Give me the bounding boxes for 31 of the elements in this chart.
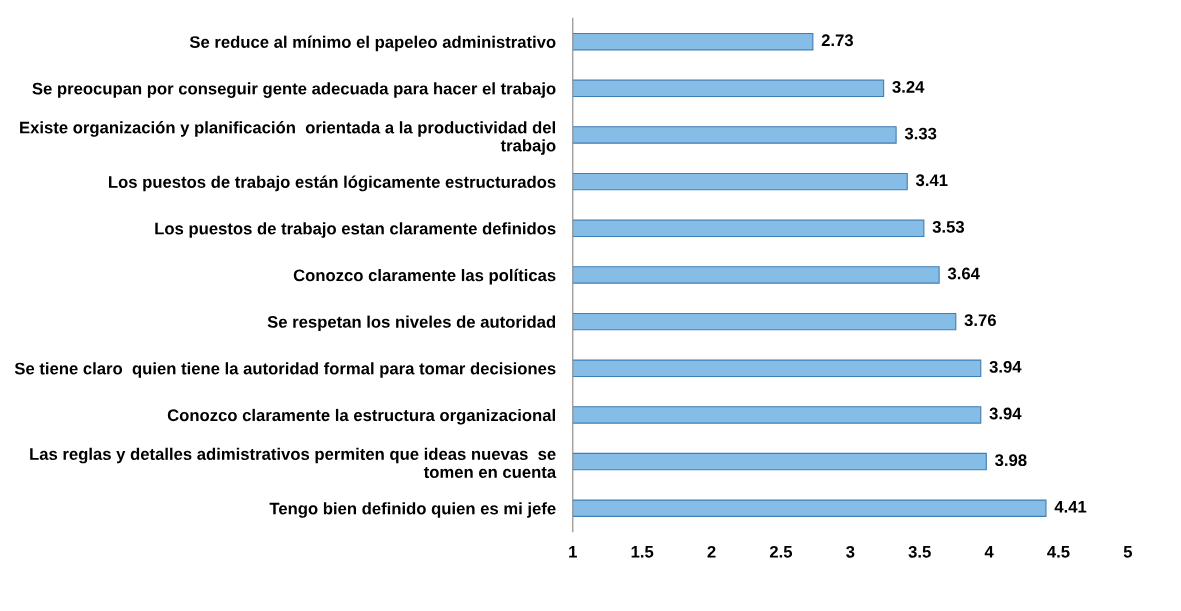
- data-label: 3.98: [995, 454, 1027, 467]
- y-tick-label: Conozco claramente la estructura organizacional: [167, 408, 555, 425]
- data-label: 4.41: [1054, 501, 1087, 513]
- y-tick-label: Se respetan los niveles de autoridad: [267, 315, 556, 332]
- data-label: 2.73: [821, 34, 854, 47]
- y-tick-label: Se tiene claro quien tiene la autoridad formal para tomar decisiones: [14, 362, 556, 378]
- x-tick-label: 4.5: [1047, 546, 1070, 558]
- data-label: 3.41: [915, 174, 948, 187]
- x-tick-label: 4: [984, 546, 994, 558]
- y-tick-label: Conozco claramente las políticas: [293, 268, 556, 285]
- data-label: 3.94: [989, 407, 1022, 420]
- data-label: 3.33: [904, 127, 937, 140]
- data-label: 3.94: [989, 360, 1022, 373]
- y-tick-label: Los puestos de trabajo estan claramente definidos: [155, 222, 556, 238]
- data-label: 3.24: [892, 80, 925, 93]
- x-tick-label: 3.5: [908, 545, 931, 558]
- y-tick-label: Tengo bien definido quien es mi jefe: [269, 502, 556, 518]
- y-tick-label: Se preocupan por conseguir gente adecuada para hacer el trabajo: [32, 82, 556, 98]
- data-label: 3.76: [964, 314, 996, 327]
- x-tick-label: 1: [569, 546, 577, 558]
- y-tick-label: Las reglas y detalles adimistrativos permiten que ideas nuevas se tomen en cuenta: [30, 447, 557, 479]
- x-tick-label: 1.5: [631, 546, 654, 558]
- x-tick-label: 5: [1123, 546, 1133, 558]
- x-tick-label: 2: [707, 545, 716, 558]
- y-tick-label: Los puestos de trabajo están lógicamente estructurados: [109, 175, 556, 192]
- x-tick-label: 3: [846, 545, 855, 558]
- x-tick-label: 2.5: [769, 545, 793, 558]
- data-label: 3.64: [947, 267, 980, 280]
- y-tick-label: Se reduce al mínimo el papeleo administrativo: [189, 35, 556, 52]
- y-tick-label: Existe organización y planificación orientada a la productividad del trabajo: [20, 121, 556, 155]
- data-label: 3.53: [932, 220, 965, 233]
